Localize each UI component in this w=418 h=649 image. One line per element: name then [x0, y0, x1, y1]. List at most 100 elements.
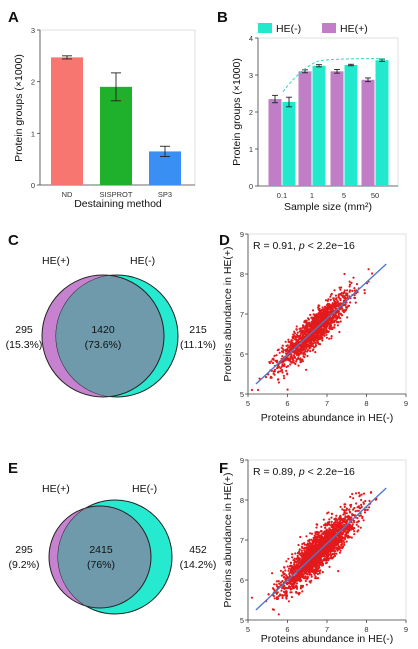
scatter-point-f: [306, 567, 309, 570]
venn-e-left-set: HE(+): [42, 483, 70, 495]
scatter-point-f: [289, 591, 292, 594]
scatter-point-f: [322, 518, 325, 521]
scatter-point-d: [301, 360, 304, 363]
scatter-point-f: [330, 520, 333, 524]
scatter-point-f: [301, 569, 304, 572]
scatter-point-d: [291, 361, 294, 364]
scatter-point-d: [302, 324, 305, 327]
scatter-point-f: [283, 566, 286, 569]
scatter-point-d: [289, 363, 292, 366]
scatter-point-f: [301, 555, 304, 559]
scatter-point-d: [268, 361, 271, 365]
scatter-point-f: [316, 533, 320, 536]
scatter-point-f: [339, 526, 342, 530]
scatter-point-d: [340, 286, 343, 289]
scatter-point-d: [339, 288, 342, 291]
scatter-point-f: [308, 555, 311, 558]
scatter-point-d: [275, 367, 279, 370]
scatter-point-d: [286, 344, 289, 347]
scatter-point-f: [312, 541, 315, 544]
scatter-point-d: [297, 352, 300, 355]
scatter-point-d: [344, 296, 347, 300]
scatter-point-f: [298, 557, 301, 560]
scatter-point-d: [326, 323, 329, 326]
scatter-point-f: [321, 564, 324, 567]
scatter-point-d: [349, 289, 352, 292]
scatter-point-d: [346, 289, 349, 292]
scatter-point-d: [313, 346, 316, 349]
scatter-point-d: [333, 289, 336, 292]
scatter-point-f: [299, 535, 302, 539]
scatter-point-f: [336, 540, 339, 543]
scatter-point-f: [308, 551, 311, 554]
scatter-point-f: [308, 561, 311, 564]
scatter-point-f: [305, 570, 308, 573]
venn-e-overlap: [58, 505, 152, 609]
scatter-point-d: [275, 354, 278, 357]
venn-e-right-set: HE(-): [132, 483, 157, 495]
scatter-point-f: [356, 517, 359, 520]
scatter-point-d: [291, 358, 294, 361]
venn-e-left-count: 295: [15, 544, 33, 556]
scatter-point-d: [322, 329, 325, 333]
scatter-point-d: [334, 300, 337, 303]
y-axis-title-a: Protein groups (×1000): [13, 54, 25, 162]
scatter-point-d: [334, 298, 338, 301]
scatter-point-d: [317, 306, 320, 309]
scatter-point-f: [345, 534, 348, 537]
scatter-point-d: [302, 352, 305, 356]
scatter-point-d: [300, 336, 303, 339]
scatter-point-d: [337, 302, 340, 306]
ticks-b: 0.1 1 5 50 0 1 2 3 4: [249, 34, 379, 200]
scatter-point-f: [357, 529, 360, 532]
scatter-point-f: [296, 552, 299, 555]
scatter-point-f: [289, 561, 293, 564]
scatter-point-f: [354, 510, 357, 513]
scatter-point-d: [285, 369, 288, 372]
scatter-point-f: [272, 588, 275, 591]
scatter-point-d: [285, 365, 288, 369]
scatter-point-d: [277, 348, 280, 351]
scatter-point-d: [298, 344, 301, 348]
scatter-point-d: [354, 301, 357, 304]
scatter-point-f: [306, 576, 309, 580]
scatter-point-d: [323, 326, 326, 329]
scatter-point-f: [323, 524, 326, 527]
scatter-point-f: [296, 567, 299, 570]
scatter-point-f: [279, 569, 283, 572]
scatter-point-f: [341, 539, 344, 542]
scatter-point-d: [320, 333, 324, 336]
y-tick-d-8: 8: [240, 270, 244, 279]
scatter-point-f: [318, 545, 321, 549]
scatter-point-d: [281, 371, 284, 374]
scatter-point-f: [353, 530, 356, 533]
scatter-point-f: [317, 557, 320, 560]
scatter-point-d: [292, 333, 295, 336]
scatter-point-f: [286, 587, 289, 590]
scatter-point-d: [320, 329, 323, 332]
scatter-point-d: [298, 348, 301, 351]
scatter-point-f: [291, 582, 295, 585]
scatter-point-f: [305, 583, 308, 586]
scatter-point-d: [308, 341, 311, 344]
venn-c-right-pct: (11.1%): [180, 339, 216, 351]
scatter-point-d: [295, 328, 298, 331]
scatter-point-d: [306, 354, 309, 358]
scatter-point-f: [288, 586, 291, 589]
scatter-point-d: [326, 299, 329, 303]
scatter-point-d: [277, 365, 280, 369]
scatter-point-d: [309, 350, 312, 353]
scatter-point-d: [320, 337, 323, 340]
scatter-point-d: [317, 322, 320, 326]
venn-e-right-pct: (14.2%): [180, 559, 217, 571]
scatter-point-d: [313, 313, 316, 316]
scatter-point-f: [345, 540, 348, 543]
scatter-point-f: [294, 574, 297, 577]
scatter-point-d: [338, 297, 341, 300]
stat-label-d: R = 0.91, p < 2.2e−16: [253, 240, 355, 252]
scatter-point-f: [333, 525, 336, 528]
y-tick-d-9: 9: [240, 230, 244, 239]
scatter-point-d: [316, 316, 319, 319]
scatter-point-f: [316, 567, 319, 571]
scatter-point-d: [333, 323, 336, 326]
